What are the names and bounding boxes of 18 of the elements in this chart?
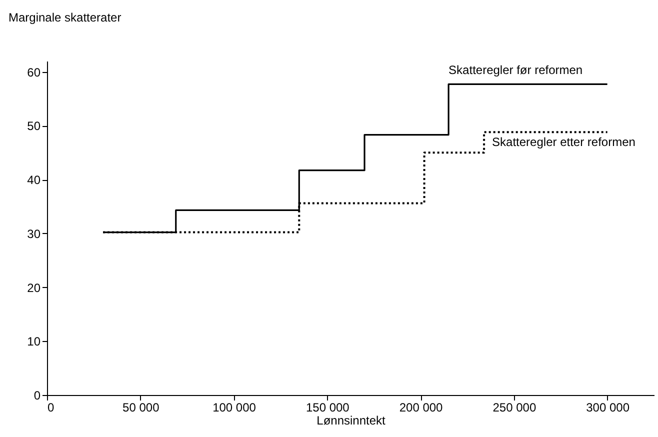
x-tick-label: 100 000: [212, 400, 256, 414]
x-tick-label: 0: [48, 400, 54, 414]
x-axis-title: Lønnsinntekt: [316, 414, 386, 428]
y-tick-label: 40: [27, 173, 41, 188]
x-tick-label: 200 000: [399, 400, 444, 414]
series-label: Skatteregler etter reformen: [492, 135, 636, 150]
y-tick-label: 10: [27, 334, 41, 349]
series-label: Skatteregler før reformen: [448, 63, 583, 78]
y-tick-label: 60: [27, 65, 41, 80]
x-tick-label: 250 000: [492, 400, 536, 414]
y-axis-title: Marginale skatterater: [8, 10, 122, 24]
y-tick-label: 20: [27, 280, 41, 295]
y-tick-label: 50: [27, 119, 41, 134]
x-tick-label: 150 000: [306, 400, 350, 414]
x-tick-label: 300 000: [586, 400, 630, 414]
y-tick-label: 30: [27, 226, 41, 241]
x-tick-label: 50 000: [122, 400, 160, 414]
y-tick-label: 0: [34, 388, 41, 402]
